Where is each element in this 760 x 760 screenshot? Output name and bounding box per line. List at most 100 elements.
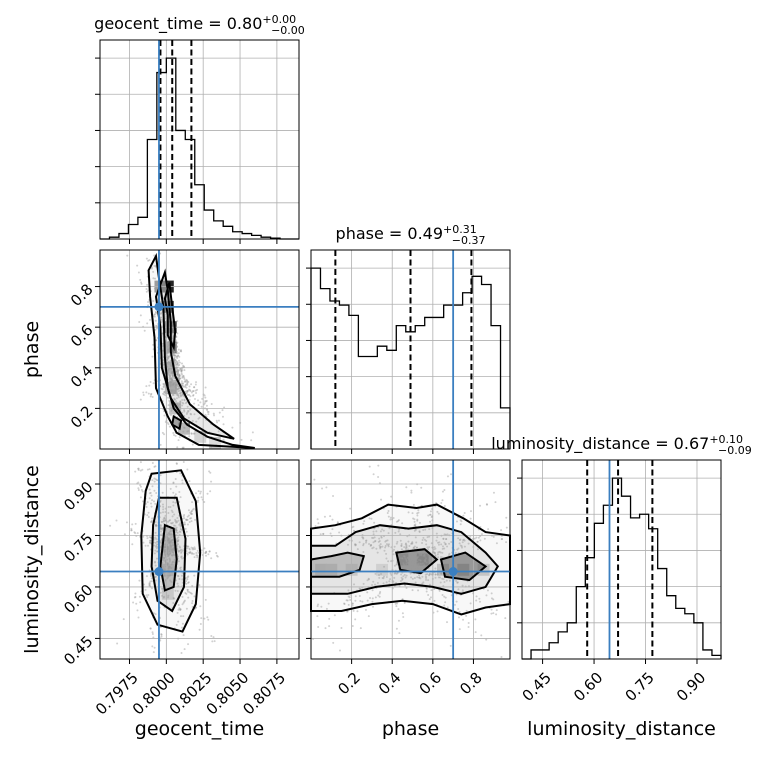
sample-point [409,561,412,564]
sample-point [149,539,152,542]
sample-point [162,349,165,352]
sample-point [176,372,179,375]
sample-point [397,519,400,522]
sample-point [409,555,412,558]
sample-point [192,432,195,435]
sample-point [167,540,170,543]
sample-point [168,550,171,553]
sample-point [163,545,166,548]
sample-point [170,563,173,566]
sample-point [162,386,165,389]
sample-point [177,371,180,374]
sample-point [134,532,137,535]
sample-point [467,626,470,629]
sample-point [417,566,420,569]
sample-point [479,600,482,603]
sample-point [385,552,388,555]
sample-point [475,599,478,602]
sample-point [183,648,186,651]
sample-point [149,627,152,630]
sample-point [148,468,151,471]
sample-point [413,559,416,562]
sample-point [456,581,459,584]
sample-point [192,390,195,393]
sample-point [153,264,156,267]
sample-point [171,352,174,355]
sample-point [154,310,157,313]
sample-point [428,513,431,516]
sample-point [154,289,157,292]
sample-point [169,565,172,568]
sample-point [411,553,414,556]
sample-point [362,551,365,554]
panel-frame [99,459,300,660]
sample-point [180,556,183,559]
truth-marker [154,567,164,577]
sample-point [162,520,165,523]
sample-point [319,533,322,536]
sample-point [171,561,174,564]
sample-point [166,354,169,357]
sample-point [169,544,172,547]
sample-point [162,511,165,514]
sample-point [171,551,174,554]
sample-point [343,602,346,605]
sample-point [406,557,409,560]
sample-point [170,522,173,525]
sample-point [412,517,415,520]
sample-point [210,557,213,560]
sample-point [387,515,390,518]
sample-point [200,617,203,620]
sample-point [505,526,508,529]
sample-point [184,390,187,393]
sample-point [405,558,408,561]
sample-point [411,560,414,563]
x-tick-label: 0.60 [570,669,606,705]
sample-point [413,518,416,521]
sample-point [138,595,141,598]
sample-point [411,555,414,558]
sample-point [162,505,165,508]
sample-point [198,628,201,631]
sample-point [159,312,162,315]
sample-point [183,521,186,524]
sample-point [417,551,420,554]
sample-point [250,439,253,442]
sample-point [463,511,466,514]
sample-point [149,539,152,542]
sample-point [439,581,442,584]
sample-point [168,541,171,544]
sample-point [175,521,178,524]
sample-point [188,552,191,555]
sample-point [193,556,196,559]
sample-point [163,433,166,436]
sample-point [495,542,498,545]
sample-point [411,553,414,556]
sample-point [150,536,153,539]
sample-point [171,408,174,411]
sample-point [175,529,178,532]
sample-point [156,327,159,330]
sample-point [178,361,181,364]
sample-point [430,589,433,592]
sample-point [189,550,192,553]
sample-point [185,519,188,522]
sample-point [169,359,172,362]
sample-point [392,516,395,519]
sample-point [485,594,488,597]
sample-point [189,551,192,554]
sample-point [404,543,407,546]
sample-point [404,547,407,550]
sample-point [162,556,165,559]
sample-point [433,546,436,549]
sample-point [436,536,439,539]
sample-point [168,378,171,381]
sample-point [186,523,189,526]
sample-point [458,539,461,542]
sample-point [443,505,446,508]
sample-point [172,481,175,484]
sample-point [424,557,427,560]
sample-point [386,539,389,542]
sample-point [186,588,189,591]
sample-point [177,608,180,611]
